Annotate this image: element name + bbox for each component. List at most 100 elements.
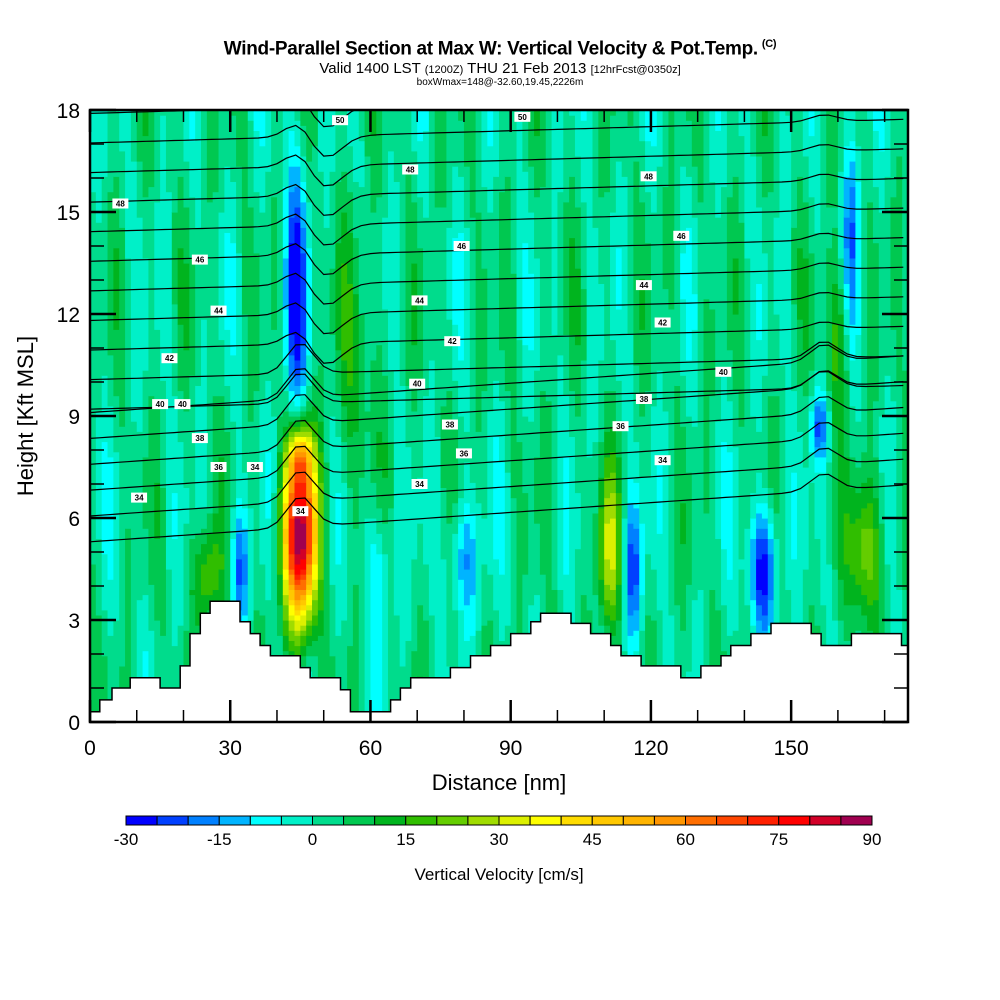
field-cell [230, 507, 237, 539]
field-cell [615, 492, 623, 585]
field-cell [218, 395, 225, 458]
field-cell [224, 329, 231, 386]
field-cell [791, 472, 798, 560]
field-cell [855, 334, 862, 422]
field-cell [604, 614, 611, 626]
field-cell [779, 365, 786, 722]
field-cell [516, 339, 523, 443]
field-cell [528, 110, 535, 167]
field-cell [814, 446, 821, 458]
field-cell [487, 212, 494, 412]
field-cell [721, 604, 728, 652]
field-cell [329, 110, 336, 172]
field-cell [639, 416, 646, 478]
field-cell [306, 400, 313, 412]
isentrope-47 [90, 173, 904, 216]
field-cell [119, 665, 126, 703]
field-cell [586, 110, 594, 458]
field-cell [463, 604, 471, 641]
field-cell [253, 110, 261, 131]
field-cell [341, 263, 348, 361]
field-cell [329, 416, 336, 585]
field-cell [300, 655, 307, 667]
field-cell [610, 451, 617, 473]
field-cell [761, 538, 769, 555]
field-cell [183, 263, 190, 351]
field-cell [481, 186, 488, 269]
field-cell [282, 569, 290, 580]
field-cell [341, 110, 348, 172]
field-cell [312, 614, 319, 626]
colorbar-tick-label: 45 [583, 830, 602, 849]
field-cell [300, 645, 307, 657]
contour-label: 48 [112, 198, 129, 209]
y-tick-label: 18 [57, 100, 80, 123]
field-cell [580, 201, 588, 290]
field-cell [843, 334, 851, 371]
field-cell [773, 314, 781, 397]
field-cell [306, 426, 313, 432]
field-cell [814, 538, 821, 626]
contour-label-bg [453, 241, 470, 251]
field-cell [463, 110, 471, 167]
contour-label-bg [332, 115, 349, 126]
field-cell [487, 110, 494, 147]
isentrope-45 [90, 232, 904, 276]
field-cell [598, 359, 605, 443]
field-cell [306, 635, 313, 647]
field-cell [627, 594, 634, 616]
field-cell [604, 477, 611, 499]
field-cell [849, 574, 857, 606]
field-cell [855, 467, 862, 494]
field-cell [785, 115, 792, 590]
colorbar-tick-label: 90 [863, 830, 882, 849]
contour-label-bg [411, 479, 428, 489]
field-cell [282, 365, 290, 392]
field-cell [756, 431, 763, 473]
field-cell [294, 222, 301, 361]
field-cell [680, 166, 687, 254]
field-cell [282, 436, 290, 443]
field-cell [399, 110, 407, 386]
field-cell [528, 273, 535, 351]
field-cell [259, 563, 266, 616]
field-cell [580, 120, 588, 203]
field-cell [294, 120, 301, 147]
field-cell [352, 237, 360, 295]
field-cell [312, 405, 319, 422]
field-cell [387, 370, 395, 443]
field-cell [510, 273, 518, 499]
field-cell [358, 186, 366, 315]
field-cell [160, 487, 167, 636]
field-cell [288, 461, 296, 478]
field-cell [323, 110, 331, 228]
field-cell [650, 569, 658, 621]
field-cell [294, 635, 301, 647]
field-cell [645, 477, 652, 555]
field-cell [352, 431, 360, 529]
isentrope-42 [90, 321, 904, 364]
field-cell [878, 416, 886, 473]
field-cell [440, 487, 448, 560]
contour-label-bg [673, 230, 690, 241]
contour-label-bg [635, 280, 652, 291]
field-cell [639, 523, 646, 596]
field-cell [259, 614, 266, 672]
field-cell [364, 431, 372, 519]
field-cell [171, 395, 179, 494]
field-cell [697, 589, 705, 687]
field-cell [534, 370, 541, 458]
field-cell [627, 110, 634, 126]
field-cell [317, 609, 325, 636]
isentrope-41 [90, 341, 904, 381]
field-cell [814, 405, 821, 422]
field-cell [446, 110, 453, 228]
field-cell [814, 110, 821, 233]
contour-label-text: 42 [658, 319, 667, 328]
field-cell [767, 487, 775, 509]
field-cell [732, 257, 740, 315]
field-cell [312, 518, 319, 545]
field-cell [335, 436, 342, 494]
field-cell [271, 416, 278, 494]
colorbar-swatch [778, 815, 811, 826]
